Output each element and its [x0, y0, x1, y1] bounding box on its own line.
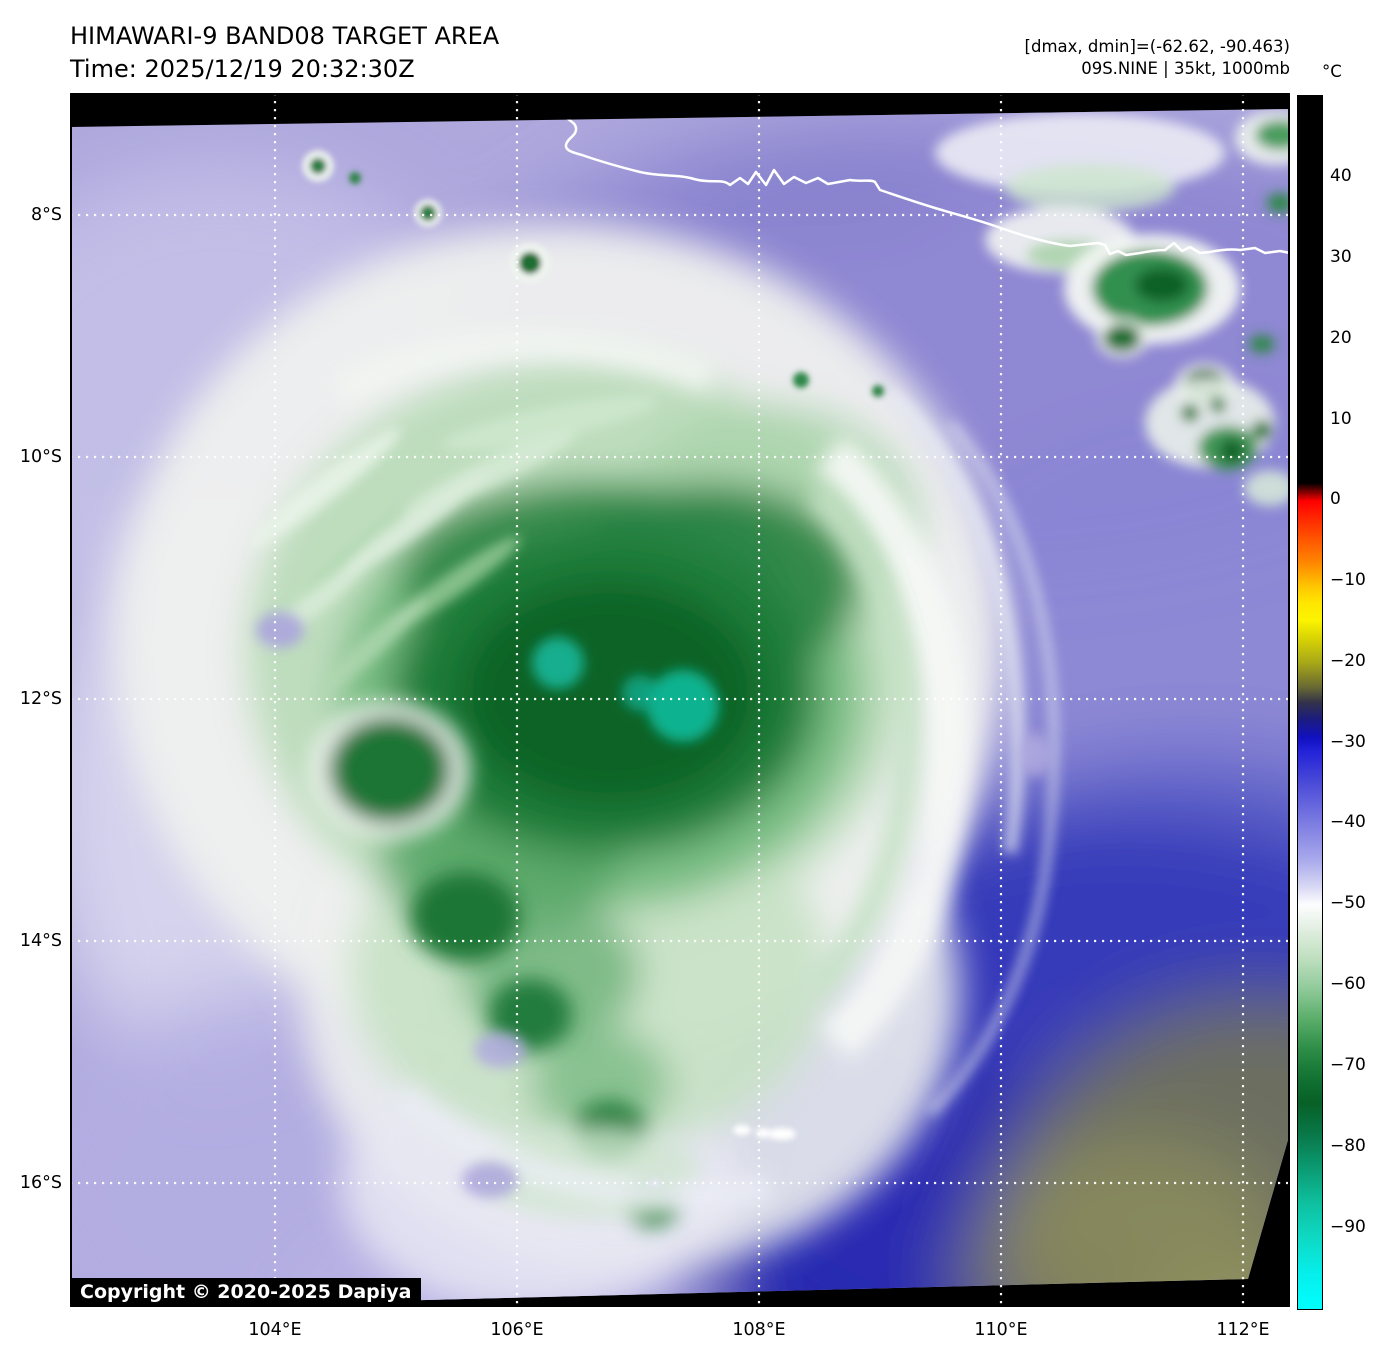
storm-annotation: 09S.NINE | 35kt, 1000mb [1081, 59, 1290, 78]
colorbar-tick: −70 [1330, 1055, 1366, 1075]
timestamp: Time: 2025/12/19 20:32:30Z [70, 55, 415, 83]
y-axis-label-10s: 10°S [19, 447, 62, 467]
y-axis-label-8s: 8°S [31, 205, 62, 225]
colorbar-tick: −80 [1330, 1136, 1366, 1156]
dmax-dmin-annotation: [dmax, dmin]=(-62.62, -90.463) [1024, 37, 1290, 56]
x-axis-label-110e: 110°E [974, 1320, 1028, 1340]
y-axis-label-14s: 14°S [19, 931, 62, 951]
colorbar-tick: −90 [1330, 1217, 1366, 1237]
axes-frame [70, 93, 1290, 1307]
coastline-path [563, 109, 1290, 257]
colorbar-tick: 10 [1330, 409, 1352, 429]
satellite-map-panel [70, 93, 1290, 1307]
colorbar-tick: −10 [1330, 570, 1366, 590]
temperature-colorbar [1297, 95, 1323, 1310]
graticule-gridlines [70, 93, 1290, 1307]
copyright-label: Copyright © 2020-2025 Dapiya [70, 1278, 422, 1307]
colorbar-tick: −50 [1330, 893, 1366, 913]
y-axis-label-12s: 12°S [19, 689, 62, 709]
x-axis-label-108e: 108°E [732, 1320, 786, 1340]
x-axis-label-106e: 106°E [490, 1320, 544, 1340]
page-title: HIMAWARI-9 BAND08 TARGET AREA [70, 22, 500, 50]
satellite-image [70, 93, 1290, 1307]
colorbar-unit-label: °C [1322, 62, 1342, 81]
y-axis-label-16s: 16°S [19, 1173, 62, 1193]
colorbar-tick: −30 [1330, 732, 1366, 752]
colorbar-tick: 0 [1330, 489, 1341, 509]
colorbar-tick: −60 [1330, 974, 1366, 994]
colorbar-tick: 30 [1330, 247, 1352, 267]
colorbar-tick: 40 [1330, 166, 1352, 186]
x-axis-label-104e: 104°E [248, 1320, 302, 1340]
colorbar-tick: 20 [1330, 328, 1352, 348]
colorbar-tick: −40 [1330, 812, 1366, 832]
colorbar-tick: −20 [1330, 651, 1366, 671]
x-axis-label-112e: 112°E [1216, 1320, 1270, 1340]
